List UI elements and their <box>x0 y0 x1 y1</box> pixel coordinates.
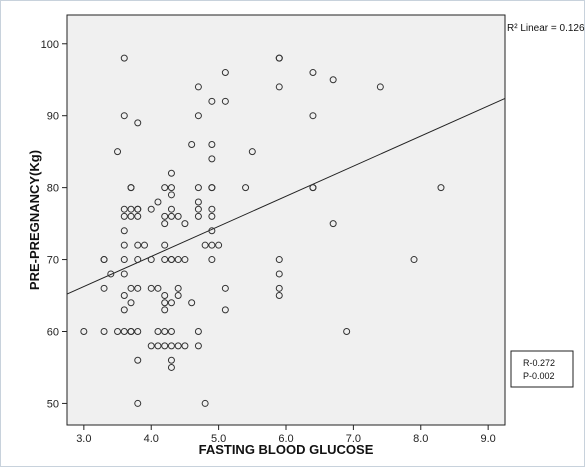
plot-area <box>67 15 505 425</box>
x-tick-label: 3.0 <box>76 433 91 445</box>
y-tick-label: 60 <box>47 326 59 338</box>
y-tick-label: 80 <box>47 183 59 195</box>
x-tick-label: 9.0 <box>481 433 496 445</box>
stats-r-value: R-0.272 <box>523 358 555 368</box>
y-axis-label: PRE-PREGNANCY(Kg) <box>27 150 42 290</box>
y-axis: 50 60 70 80 90 100 <box>41 39 67 411</box>
y-tick-label: 100 <box>41 39 59 51</box>
stats-p-value: P-0.002 <box>523 371 555 381</box>
stats-box <box>511 351 573 387</box>
x-axis-label: FASTING BLOOD GLUCOSE <box>199 442 374 457</box>
x-tick-label: 4.0 <box>144 433 159 445</box>
y-tick-label: 70 <box>47 255 59 267</box>
y-tick-label: 90 <box>47 111 59 123</box>
y-tick-label: 50 <box>47 398 59 410</box>
x-tick-label: 8.0 <box>413 433 428 445</box>
r-squared-label: R² Linear = 0.126 <box>507 23 585 34</box>
